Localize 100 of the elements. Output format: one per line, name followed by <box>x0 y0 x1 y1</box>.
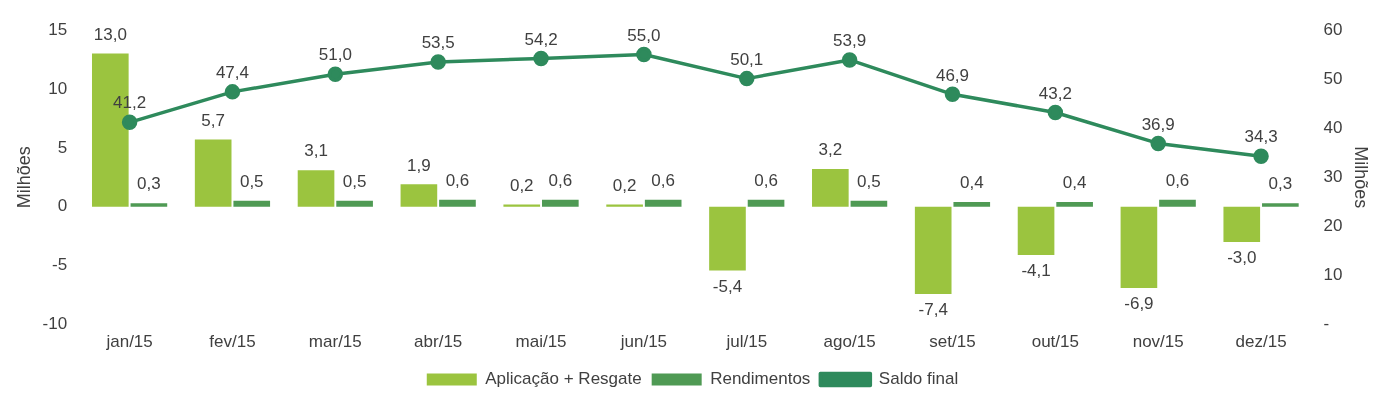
y-tick-label: 15 <box>48 19 68 39</box>
data-label: 0,6 <box>754 170 778 190</box>
bar <box>542 199 579 207</box>
legend-label: Aplicação + Resgate <box>485 369 642 389</box>
data-label: 0,4 <box>1062 173 1087 193</box>
data-label: 47,4 <box>215 63 250 83</box>
data-label: 53,9 <box>833 31 867 51</box>
point <box>636 46 652 63</box>
data-label: 54,2 <box>524 29 558 49</box>
point <box>739 70 755 87</box>
x-tick-label: jul/15 <box>725 332 768 352</box>
bar <box>1262 203 1299 207</box>
bar <box>503 204 541 207</box>
data-label: 0,5 <box>857 172 881 192</box>
point <box>1150 135 1166 152</box>
x-tick-label: jan/15 <box>105 332 153 352</box>
y2-tick-label: 10 <box>1323 265 1343 285</box>
point <box>430 54 446 70</box>
bar <box>400 184 438 207</box>
data-label: 50,1 <box>730 49 764 69</box>
x-tick-label: out/15 <box>1031 332 1079 352</box>
data-label: 34,3 <box>1244 127 1278 147</box>
data-label: -3,0 <box>1227 248 1257 268</box>
point <box>1253 148 1269 164</box>
data-label: -7,4 <box>918 300 948 320</box>
data-label: 0,5 <box>342 172 367 192</box>
x-tick-label: nov/15 <box>1132 332 1184 352</box>
data-label: 55,0 <box>627 25 661 45</box>
data-label: 5,7 <box>201 110 225 130</box>
y2-tick-label: 40 <box>1323 117 1343 137</box>
y2-tick-label: 20 <box>1323 216 1343 236</box>
y-axis-title: Milhões <box>13 146 34 209</box>
data-label: 0,3 <box>1268 174 1293 194</box>
point <box>1047 104 1064 121</box>
bar <box>709 206 746 271</box>
data-label: 13,0 <box>93 24 127 44</box>
y2-tick-label: 30 <box>1323 166 1343 186</box>
x-tick-label: mar/15 <box>308 332 362 352</box>
data-label: 51,0 <box>318 45 352 65</box>
data-label: 0,4 <box>959 173 984 193</box>
data-label: 0,6 <box>651 170 676 190</box>
bar <box>336 200 373 207</box>
bar <box>1056 202 1093 207</box>
data-label: 0,2 <box>509 175 534 195</box>
bar <box>747 199 785 207</box>
bar <box>297 170 335 207</box>
data-label: 46,9 <box>935 65 970 85</box>
x-tick-label: ago/15 <box>823 332 876 352</box>
point <box>944 86 961 103</box>
data-label: 0,2 <box>612 175 637 195</box>
data-label: 0,6 <box>548 170 573 190</box>
x-tick-label: fev/15 <box>209 332 256 352</box>
x-tick-label: jun/15 <box>619 332 668 352</box>
data-label: 0,3 <box>137 174 161 194</box>
y-tick-label: 0 <box>57 196 68 216</box>
data-label: 43,2 <box>1038 83 1072 103</box>
bar <box>1017 206 1055 256</box>
x-tick-label: set/15 <box>929 332 976 352</box>
bar <box>606 204 643 207</box>
data-label: 36,9 <box>1141 114 1175 134</box>
point <box>533 50 549 67</box>
y2-tick-label: - <box>1323 314 1330 334</box>
data-label: 0,6 <box>1165 170 1190 190</box>
y2-tick-label: 60 <box>1323 19 1343 39</box>
bar <box>1159 199 1196 207</box>
data-label: -4,1 <box>1021 261 1051 281</box>
bar <box>130 203 168 207</box>
data-label: 0,5 <box>239 172 264 192</box>
bar <box>914 206 952 294</box>
bar <box>1120 206 1158 289</box>
x-tick-label: mai/15 <box>515 332 567 352</box>
y2-tick-label: 50 <box>1323 68 1343 88</box>
data-label: 1,9 <box>407 155 431 175</box>
bar <box>439 199 476 207</box>
data-label: 3,1 <box>304 141 328 161</box>
point <box>841 52 858 68</box>
point <box>121 114 138 131</box>
data-label: 0,6 <box>445 170 470 190</box>
bar <box>233 200 271 207</box>
point <box>224 84 241 100</box>
x-tick-label: dez/15 <box>1235 332 1287 352</box>
bar <box>1223 206 1261 243</box>
y-tick-label: 5 <box>57 137 68 157</box>
y-tick-label: 10 <box>48 78 68 98</box>
data-label: -5,4 <box>712 276 743 296</box>
legend-label: Rendimentos <box>710 369 811 389</box>
y-tick-label: -5 <box>52 255 68 275</box>
data-label: 53,5 <box>421 33 455 53</box>
bar <box>953 202 991 207</box>
bar <box>194 139 232 207</box>
bar <box>850 200 888 207</box>
bar <box>812 169 849 207</box>
data-label: -6,9 <box>1124 294 1154 314</box>
y-tick-label: -10 <box>42 314 68 334</box>
y2-axis-title: Milhões <box>1351 146 1372 209</box>
bar <box>644 199 682 207</box>
legend-label: Saldo final <box>878 369 959 389</box>
x-tick-label: abr/15 <box>414 332 463 352</box>
data-label: 3,2 <box>818 140 843 160</box>
point <box>327 66 344 82</box>
